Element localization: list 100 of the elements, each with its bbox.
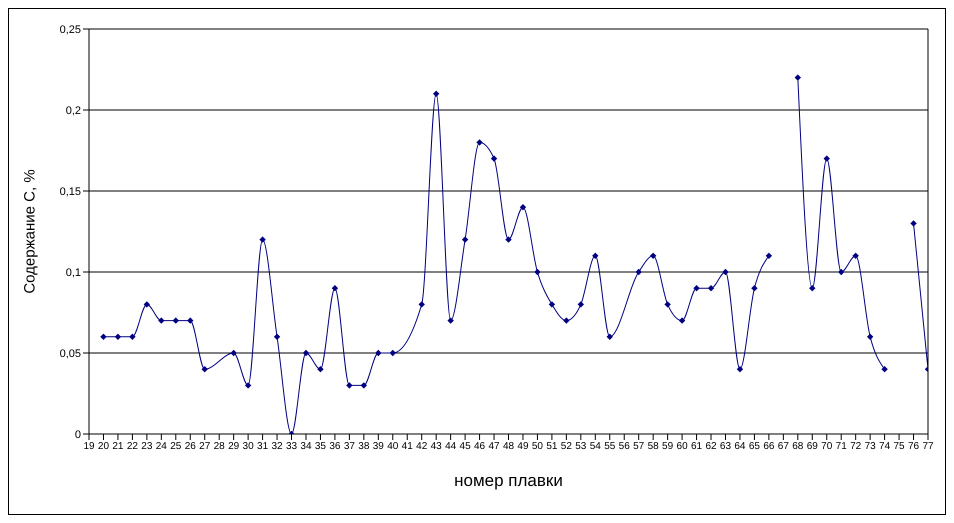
x-tick-label: 52 <box>560 441 572 452</box>
point <box>360 382 368 389</box>
x-tick-label: 74 <box>879 441 891 452</box>
x-tick-label: 60 <box>676 441 688 452</box>
x-tick-label: 36 <box>329 441 341 452</box>
point <box>824 155 830 162</box>
x-tick-label: 51 <box>546 441 558 452</box>
x-tick-label: 25 <box>170 441 182 452</box>
x-tick-label: 77 <box>922 441 934 452</box>
x-tick-label: 32 <box>271 441 284 452</box>
point <box>447 317 454 324</box>
point <box>490 155 498 162</box>
point <box>563 317 570 324</box>
point <box>722 268 729 276</box>
x-tick-label: 62 <box>705 441 718 452</box>
x-tick-label: 47 <box>488 441 500 452</box>
point <box>114 334 122 340</box>
x-tick-label: 28 <box>214 441 226 452</box>
point <box>881 366 888 372</box>
point <box>736 366 744 372</box>
point <box>910 220 917 227</box>
point <box>346 382 353 389</box>
x-tick-label: 71 <box>836 441 848 452</box>
x-tick-label: 67 <box>778 441 790 452</box>
x-tick-label: 55 <box>604 441 616 452</box>
x-tick-label: 42 <box>416 441 428 452</box>
x-tick-label: 65 <box>748 441 760 452</box>
point <box>708 285 714 292</box>
x-tick-label: 50 <box>532 441 544 452</box>
x-tick-label: 70 <box>821 441 833 452</box>
point <box>534 268 541 276</box>
x-tick-label: 22 <box>126 441 138 452</box>
point <box>244 382 252 389</box>
point <box>172 317 179 324</box>
point <box>129 334 136 340</box>
x-tick-label: 58 <box>648 441 660 452</box>
y-tick-label: 0,1 <box>66 266 81 279</box>
x-tick-label: 23 <box>141 441 153 452</box>
point <box>317 366 324 372</box>
point <box>751 285 758 292</box>
x-tick-label: 56 <box>618 441 630 452</box>
point <box>274 334 280 340</box>
x-tick-label: 72 <box>850 441 862 452</box>
x-tick-label: 46 <box>474 441 486 452</box>
point <box>462 236 468 243</box>
y-tick-label: 0,2 <box>66 104 81 117</box>
point <box>548 301 556 308</box>
x-tick-label: 49 <box>517 441 529 452</box>
point <box>144 301 150 308</box>
x-tick-label: 61 <box>690 441 703 452</box>
point <box>230 350 237 356</box>
point <box>794 74 802 81</box>
x-tick-label: 39 <box>372 441 384 452</box>
point <box>100 334 107 340</box>
x-tick-label: 20 <box>98 441 110 452</box>
point <box>678 317 686 324</box>
point <box>505 236 512 243</box>
point <box>332 285 338 292</box>
point <box>432 90 440 97</box>
y-tick-label: 0 <box>74 428 81 441</box>
point <box>418 301 425 308</box>
y-tick-label: 0,05 <box>60 348 81 360</box>
x-tick-label: 35 <box>314 441 326 452</box>
x-tick-label: 43 <box>430 441 442 452</box>
x-tick-label: 53 <box>575 441 587 452</box>
point <box>606 334 613 340</box>
x-tick-label: 31 <box>257 441 269 452</box>
x-tick-label: 21 <box>112 441 124 452</box>
point <box>375 350 382 356</box>
point <box>158 317 165 324</box>
x-tick-label: 68 <box>792 441 804 452</box>
point <box>476 139 483 146</box>
point <box>520 204 526 210</box>
x-tick-label: 19 <box>83 441 95 452</box>
x-tick-label: 38 <box>358 441 370 452</box>
x-tick-label: 59 <box>662 441 674 452</box>
x-tick-label: 29 <box>228 441 240 452</box>
x-tick-label: 24 <box>156 441 168 452</box>
x-tick-label: 40 <box>387 441 399 452</box>
y-tick-label: 0,15 <box>60 186 81 198</box>
x-tick-label: 64 <box>734 441 746 452</box>
x-tick-label: 76 <box>908 441 920 452</box>
x-tick-label: 66 <box>763 441 775 452</box>
point <box>866 334 874 340</box>
x-tick-label: 63 <box>720 441 732 452</box>
x-tick-label: 54 <box>590 441 602 452</box>
point <box>664 301 671 308</box>
x-tick-label: 26 <box>184 441 196 452</box>
y-axis-title: Содержание С, % <box>21 169 38 294</box>
point <box>852 252 859 259</box>
point <box>766 252 772 259</box>
x-tick-label: 27 <box>199 441 211 452</box>
y-tick-label: 0,25 <box>60 24 81 36</box>
point <box>592 252 598 259</box>
point <box>578 301 584 308</box>
x-tick-label: 57 <box>633 441 645 452</box>
x-axis-title: номер плавки <box>454 471 563 490</box>
x-tick-label: 45 <box>460 441 472 452</box>
point <box>187 317 194 324</box>
point <box>809 285 816 292</box>
